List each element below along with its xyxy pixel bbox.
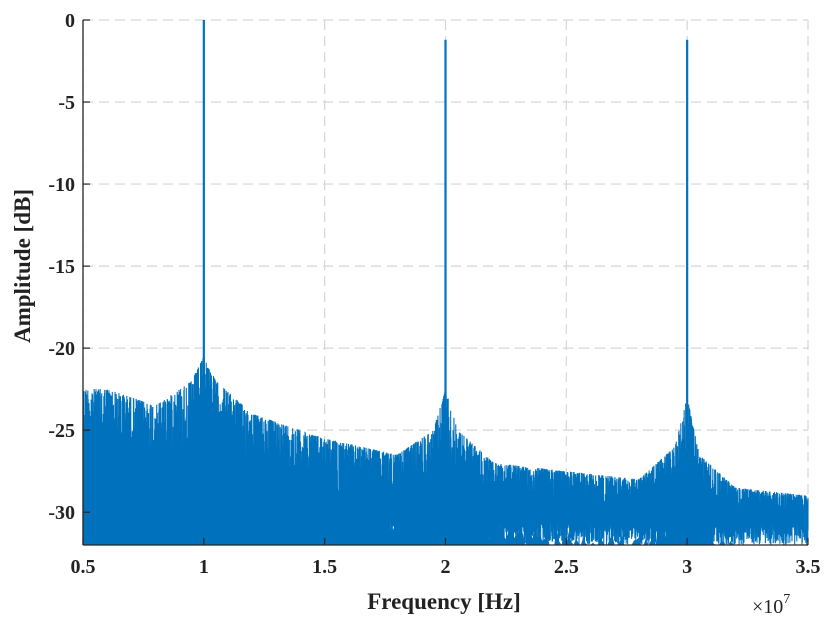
y-axis-ticks: 0 -5 -10 -15 -20 -25 -30 [48,10,90,524]
x-tick-label: 1.5 [312,556,337,578]
x-axis-label: Frequency [Hz] [367,589,521,614]
y-axis-label: Amplitude [dB] [10,189,35,343]
y-tick-label: -10 [48,174,75,196]
y-tick-label: -25 [48,420,75,442]
y-tick-label: -20 [48,338,75,360]
x-tick-label: 2.5 [554,556,579,578]
x-tick-label: 3 [682,556,692,578]
x-tick-label: 3.5 [796,556,821,578]
x-axis-exponent-power: 7 [783,592,790,607]
x-axis-exponent: ×107 [752,592,790,618]
y-tick-label: -15 [48,256,75,278]
y-tick-label: -5 [58,92,75,114]
y-tick-label: -30 [48,502,75,524]
x-axis-ticks: 0.5 1 1.5 2 2.5 3 3.5 [71,538,821,578]
x-tick-label: 1 [199,556,209,578]
x-axis-exponent-base: ×10 [752,596,783,618]
plot-area [82,20,809,545]
x-tick-label: 2 [441,556,451,578]
y-tick-label: 0 [65,10,75,32]
x-tick-label: 0.5 [71,556,96,578]
